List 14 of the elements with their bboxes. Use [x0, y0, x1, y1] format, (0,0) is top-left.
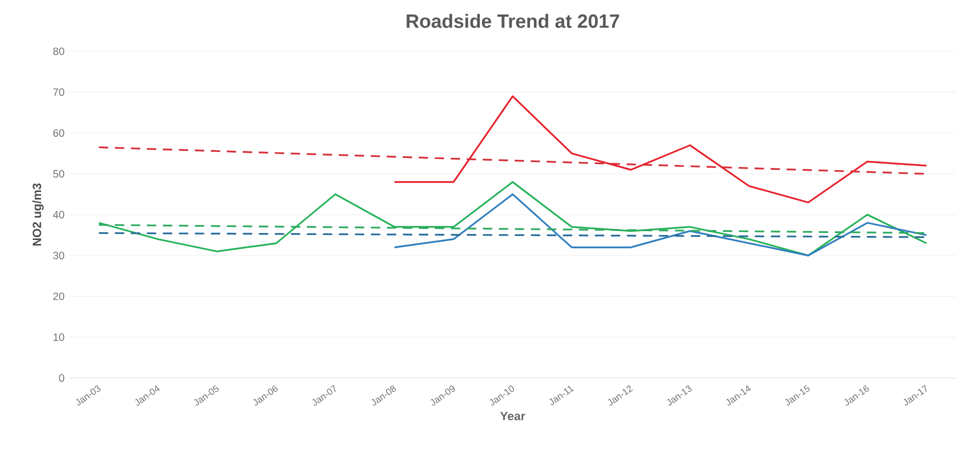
- y-tick-label: 70: [53, 88, 64, 96]
- chart-title: Roadside Trend at 2017: [406, 14, 620, 28]
- line-series: [98, 181, 928, 256]
- y-tick-label: 0: [59, 374, 64, 382]
- x-axis-title: Year: [500, 412, 526, 420]
- y-tick-label: 20: [53, 292, 64, 300]
- y-tick-label: 50: [53, 170, 64, 178]
- y-tick-label: 10: [54, 333, 64, 341]
- y-tick-label: 30: [53, 252, 64, 260]
- y-tick-label: 60: [53, 129, 64, 137]
- y-axis-title: NO2 ug/m3: [32, 183, 44, 246]
- y-tick-label: 40: [53, 210, 64, 218]
- line-series: [394, 95, 928, 204]
- y-tick-label: 80: [53, 48, 64, 56]
